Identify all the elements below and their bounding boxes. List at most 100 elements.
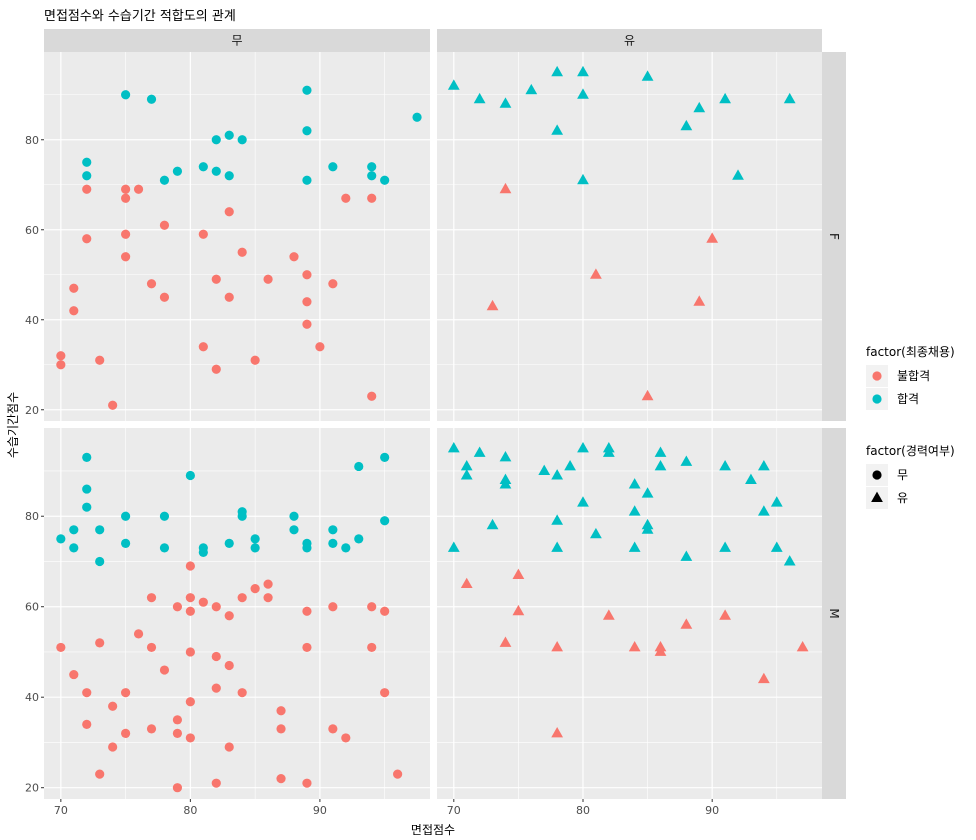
data-point bbox=[302, 175, 312, 185]
data-point bbox=[224, 611, 234, 621]
data-point bbox=[82, 234, 92, 244]
legend-label: 무 bbox=[897, 468, 908, 482]
data-point bbox=[185, 593, 195, 603]
data-point bbox=[367, 171, 377, 181]
data-point bbox=[380, 516, 390, 526]
data-point bbox=[732, 169, 744, 180]
data-point bbox=[69, 543, 79, 553]
data-point bbox=[486, 518, 499, 530]
y-tick-label: 40 bbox=[25, 314, 39, 327]
data-point bbox=[82, 688, 92, 698]
data-point bbox=[159, 220, 170, 230]
data-point bbox=[302, 297, 312, 307]
data-point bbox=[551, 124, 564, 135]
data-point bbox=[56, 351, 66, 361]
legend-label: 불합격 bbox=[897, 369, 930, 383]
data-point bbox=[224, 130, 234, 140]
data-point bbox=[133, 184, 144, 194]
data-point bbox=[341, 543, 351, 553]
data-point bbox=[693, 101, 706, 113]
data-point bbox=[289, 525, 299, 535]
data-point bbox=[211, 166, 221, 176]
data-point bbox=[512, 604, 525, 616]
data-point bbox=[380, 452, 390, 463]
data-point bbox=[302, 642, 312, 653]
data-point bbox=[367, 602, 377, 612]
data-point bbox=[628, 505, 641, 516]
data-point bbox=[82, 484, 92, 494]
data-point bbox=[224, 171, 234, 181]
data-point bbox=[602, 446, 615, 457]
data-point bbox=[185, 733, 195, 743]
data-point bbox=[69, 306, 79, 316]
data-point bbox=[328, 525, 338, 535]
data-point bbox=[159, 292, 170, 302]
data-point bbox=[680, 119, 693, 131]
data-point bbox=[172, 728, 183, 738]
data-point bbox=[146, 593, 157, 603]
data-point bbox=[577, 496, 589, 507]
x-tick-label: 90 bbox=[705, 804, 719, 817]
legend-label: 유 bbox=[897, 491, 908, 505]
data-point bbox=[380, 688, 390, 698]
data-point bbox=[770, 496, 783, 507]
data-point bbox=[224, 292, 234, 302]
data-point bbox=[121, 193, 131, 203]
data-point bbox=[237, 511, 247, 521]
data-point bbox=[159, 175, 170, 185]
data-point bbox=[412, 112, 422, 122]
panel-M-유 bbox=[437, 428, 822, 799]
data-point bbox=[367, 193, 377, 203]
data-point bbox=[757, 672, 770, 684]
data-point bbox=[447, 79, 460, 90]
x-tick-label: 80 bbox=[183, 804, 197, 817]
data-point bbox=[82, 452, 92, 463]
data-point bbox=[590, 268, 602, 279]
data-point bbox=[641, 389, 654, 401]
strip-label-row: F bbox=[827, 233, 841, 240]
data-point bbox=[551, 541, 564, 552]
data-point bbox=[302, 606, 312, 616]
data-point bbox=[328, 162, 338, 172]
data-point bbox=[641, 523, 654, 534]
data-point bbox=[224, 538, 234, 548]
data-point bbox=[108, 701, 118, 711]
data-point bbox=[56, 360, 66, 370]
data-point bbox=[146, 94, 157, 104]
data-point bbox=[577, 88, 589, 99]
data-point bbox=[680, 455, 693, 466]
strip-top-background bbox=[437, 29, 822, 52]
panel-background bbox=[437, 52, 822, 421]
data-point bbox=[719, 92, 731, 104]
x-tick-label: 70 bbox=[447, 804, 461, 817]
data-point bbox=[56, 534, 66, 544]
data-point bbox=[328, 724, 338, 734]
y-tick-label: 20 bbox=[25, 404, 39, 417]
data-point bbox=[185, 606, 195, 616]
data-point bbox=[172, 715, 183, 725]
data-point bbox=[95, 769, 105, 779]
data-point bbox=[499, 636, 512, 647]
data-point bbox=[641, 70, 654, 81]
data-point bbox=[250, 543, 260, 553]
data-point bbox=[551, 469, 564, 480]
data-point bbox=[302, 543, 312, 553]
data-point bbox=[693, 295, 706, 306]
data-point bbox=[69, 525, 79, 535]
data-point bbox=[460, 469, 473, 480]
data-point bbox=[628, 478, 641, 489]
data-point bbox=[185, 647, 195, 657]
data-point bbox=[211, 651, 221, 662]
data-point bbox=[551, 726, 564, 738]
data-point bbox=[133, 629, 144, 639]
data-point bbox=[82, 184, 92, 194]
data-point bbox=[276, 706, 286, 716]
data-point bbox=[185, 470, 195, 481]
y-tick-label: 40 bbox=[25, 691, 39, 704]
data-point bbox=[577, 441, 589, 453]
data-point bbox=[654, 446, 667, 457]
data-point bbox=[237, 688, 247, 698]
data-point bbox=[354, 461, 364, 472]
